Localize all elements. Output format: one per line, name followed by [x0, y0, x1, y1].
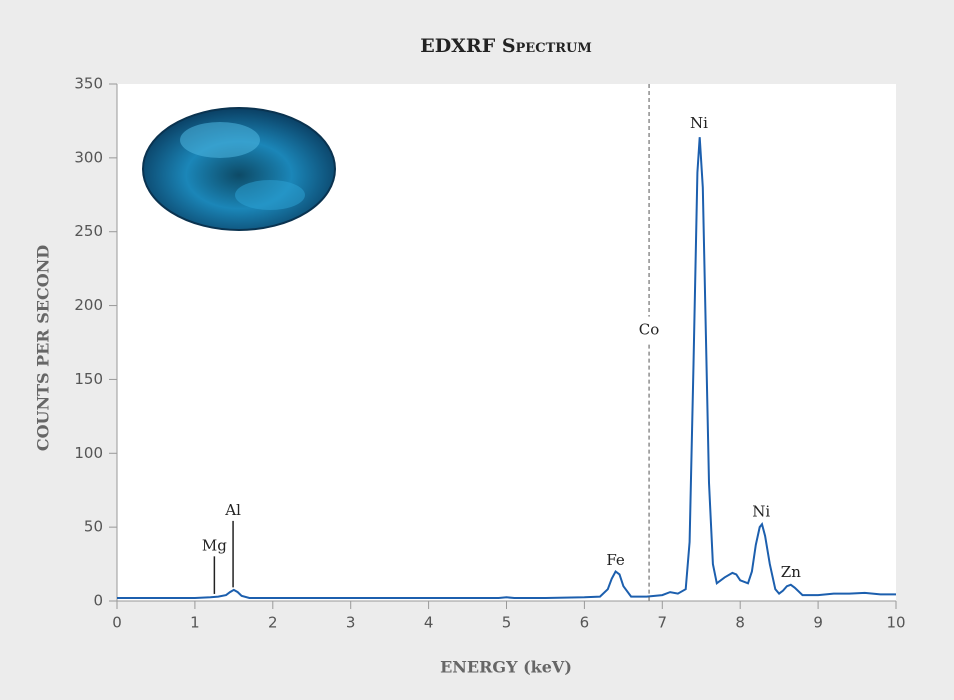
y-tick-label: 0 [93, 592, 103, 610]
x-tick-label: 8 [735, 614, 745, 632]
y-tick-label: 100 [74, 444, 103, 462]
y-tick-label: 350 [74, 75, 103, 93]
x-tick-label: 0 [112, 614, 122, 632]
y-tick-label: 150 [74, 370, 103, 388]
peak-label: Al [224, 501, 241, 519]
x-tick-label: 5 [502, 614, 512, 632]
gem-image [142, 107, 336, 231]
y-tick-label: 50 [84, 518, 103, 536]
y-tick-label: 250 [74, 222, 103, 240]
chart-title: EDXRF Spectrum [420, 35, 592, 57]
x-tick-label: 1 [190, 614, 200, 632]
x-axis-title: ENERGY (keV) [440, 658, 572, 677]
peak-label: Co [639, 321, 660, 339]
x-tick-label: 7 [658, 614, 668, 632]
peak-label: Zn [781, 563, 801, 581]
x-tick-label: 6 [580, 614, 590, 632]
y-axis-title: COUNTS PER SECOND [34, 245, 53, 451]
x-tick-label: 2 [268, 614, 278, 632]
peak-label: Mg [202, 536, 227, 554]
x-tick-label: 3 [346, 614, 356, 632]
x-tick-label: 4 [424, 614, 434, 632]
x-tick-label: 9 [813, 614, 823, 632]
y-tick-label: 300 [74, 148, 103, 166]
y-tick-label: 200 [74, 296, 103, 314]
spectrum-line [117, 137, 896, 599]
peak-label: Ni [752, 502, 770, 520]
peak-label: Ni [690, 114, 708, 132]
peak-label: Fe [606, 551, 625, 569]
x-tick-label: 10 [886, 614, 905, 632]
